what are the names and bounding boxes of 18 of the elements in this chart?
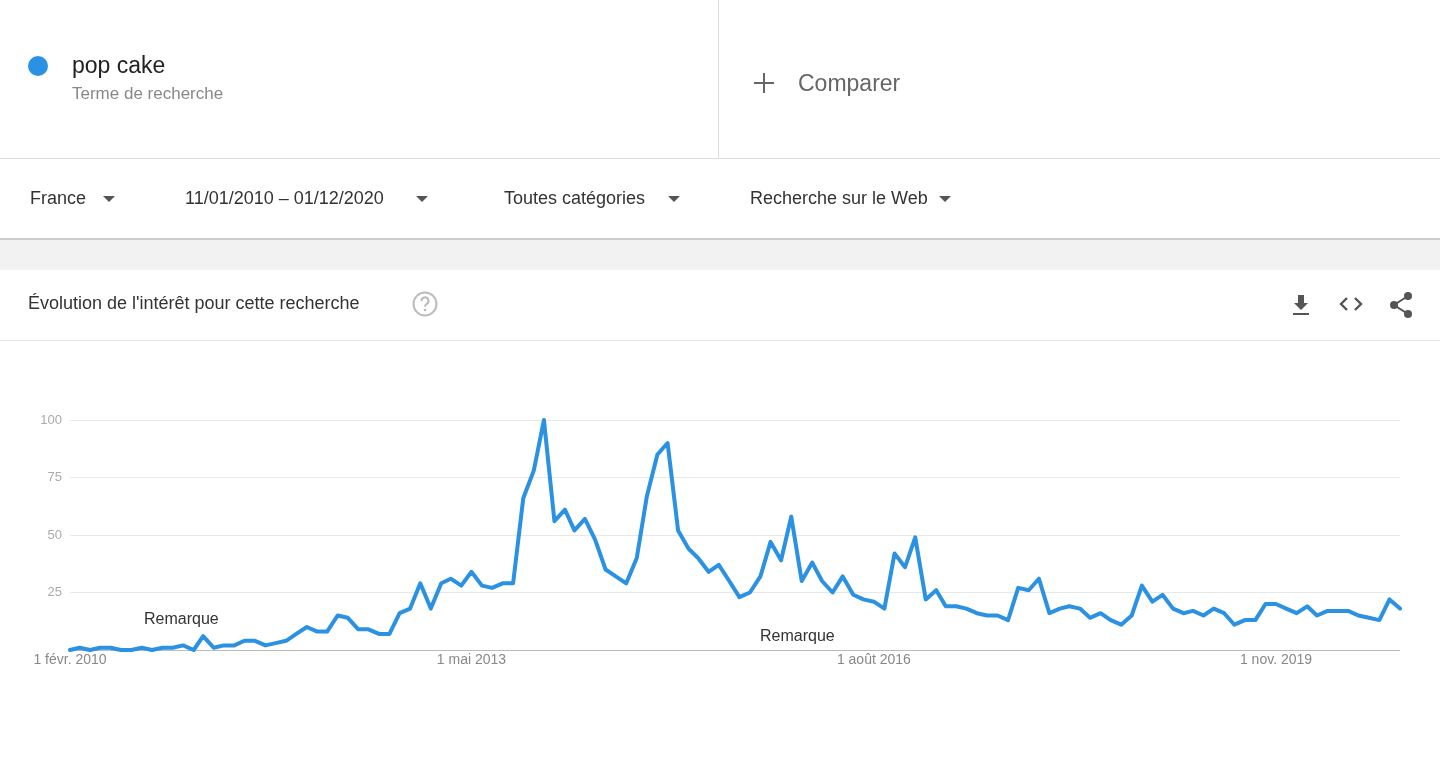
x-tick-label: 1 mai 2013 (436, 651, 507, 668)
chart-title: Évolution de l'intérêt pour cette recherche (28, 293, 360, 314)
x-tick-label: 1 août 2016 (836, 651, 912, 668)
y-tick-label: 25 (47, 584, 62, 600)
y-tick-label: 75 (47, 469, 62, 485)
text: Comparer (798, 70, 901, 97)
text: 11/01/2010 – 01/12/2020 (185, 188, 384, 209)
x-tick-label: 1 févr. 2010 (33, 651, 107, 668)
text: Toutes catégories (504, 188, 646, 209)
y-tick-label: 100 (40, 411, 62, 427)
annotation: Remarque (760, 627, 835, 645)
annotation: Remarque (144, 610, 219, 628)
x-tick-label: 1 nov. 2019 (1239, 651, 1313, 668)
text: France (30, 188, 87, 209)
y-tick-label: 50 (47, 526, 62, 542)
legend-label: pop cake (72, 52, 166, 79)
text: Recherche sur le Web (750, 188, 928, 209)
text: Terme de recherche (72, 84, 224, 104)
